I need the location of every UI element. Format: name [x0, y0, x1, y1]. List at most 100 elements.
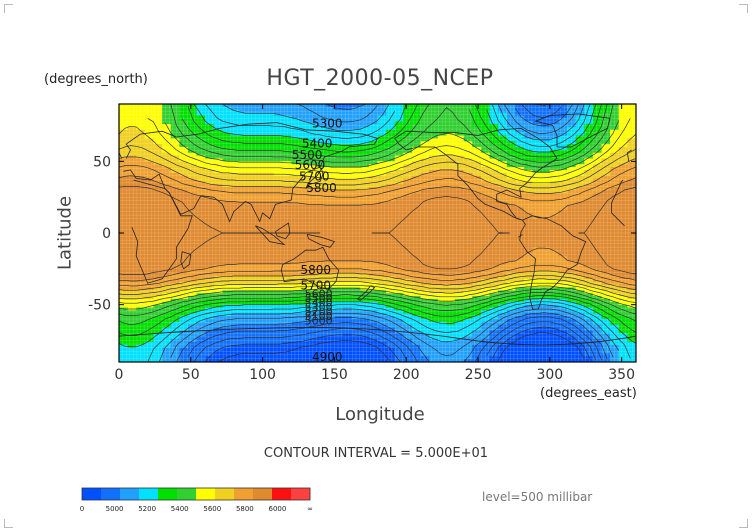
height-cell — [429, 121, 439, 125]
height-cell — [360, 347, 370, 351]
height-cell — [386, 278, 396, 283]
height-cell — [179, 298, 189, 303]
height-cell — [446, 233, 456, 237]
height-cell — [480, 184, 490, 188]
height-cell — [256, 333, 266, 337]
height-cell — [541, 264, 551, 268]
height-cell — [394, 290, 404, 294]
height-cell — [455, 267, 465, 271]
height-cell — [265, 359, 275, 362]
height-cell — [394, 190, 404, 194]
height-cell — [343, 261, 353, 265]
height-cell — [403, 149, 413, 154]
height-cell — [162, 227, 172, 231]
height-cell — [532, 350, 542, 354]
height-cell — [162, 233, 172, 237]
height-cell — [170, 181, 180, 185]
height-cell — [498, 301, 508, 306]
height-cell — [265, 313, 275, 317]
height-cell — [558, 109, 568, 113]
height-cell — [472, 330, 482, 334]
height-cell — [231, 319, 241, 323]
height-cell — [308, 149, 318, 154]
height-cell — [489, 221, 499, 225]
height-cell — [498, 264, 508, 268]
height-cell — [498, 115, 508, 119]
height-cell — [127, 339, 137, 343]
height-cell — [119, 350, 129, 354]
height-cell — [558, 195, 568, 199]
height-cell — [119, 235, 129, 240]
crop-mark-bottom-left — [4, 519, 13, 528]
height-cell — [558, 207, 568, 211]
height-cell — [541, 241, 551, 245]
height-cell — [489, 344, 499, 349]
height-cell — [455, 281, 465, 285]
height-cell — [162, 121, 172, 125]
height-cell — [239, 109, 249, 113]
height-cell — [256, 135, 266, 139]
height-cell — [196, 310, 206, 314]
height-cell — [498, 276, 508, 280]
height-cell — [523, 310, 533, 314]
height-cell — [127, 198, 137, 202]
height-cell — [567, 339, 577, 343]
height-cell — [351, 270, 361, 274]
height-cell — [308, 215, 318, 220]
height-cell — [506, 233, 516, 237]
height-cell — [291, 241, 301, 245]
height-cell — [549, 247, 559, 251]
height-cell — [119, 304, 129, 308]
height-cell — [222, 267, 232, 271]
height-cell — [558, 296, 568, 300]
height-cell — [205, 115, 215, 119]
height-cell — [455, 247, 465, 251]
height-cell — [265, 192, 275, 197]
height-cell — [308, 144, 318, 148]
height-cell — [584, 255, 594, 260]
height-cell — [411, 172, 421, 177]
height-cell — [463, 353, 473, 357]
height-cell — [506, 155, 516, 159]
height-cell — [532, 121, 542, 125]
height-cell — [377, 244, 387, 248]
height-cell — [523, 313, 533, 317]
height-cell — [179, 359, 189, 362]
height-cell — [386, 204, 396, 208]
height-cell — [567, 149, 577, 154]
height-cell — [196, 255, 206, 260]
height-cell — [256, 344, 266, 349]
height-cell — [515, 276, 525, 280]
height-cell — [317, 253, 327, 257]
height-cell — [248, 233, 258, 237]
height-cell — [532, 290, 542, 294]
height-cell — [343, 187, 353, 191]
height-cell — [403, 350, 413, 354]
height-cell — [274, 132, 284, 136]
height-cell — [584, 169, 594, 174]
height-cell — [386, 149, 396, 154]
height-cell — [170, 293, 180, 297]
height-cell — [282, 152, 292, 156]
height-cell — [455, 296, 465, 300]
height-cell — [239, 192, 249, 197]
height-cell — [377, 112, 387, 116]
height-cell — [567, 324, 577, 328]
height-cell — [317, 227, 327, 231]
height-cell — [429, 238, 439, 242]
height-cell — [489, 169, 499, 174]
height-cell — [222, 141, 232, 145]
height-cell — [231, 115, 241, 119]
height-cell — [523, 324, 533, 328]
height-cell — [420, 106, 430, 111]
height-cell — [239, 129, 249, 134]
height-cell — [119, 264, 129, 268]
height-cell — [162, 238, 172, 242]
height-cell — [584, 221, 594, 225]
height-cell — [248, 341, 258, 346]
height-cell — [299, 112, 309, 116]
height-cell — [153, 118, 163, 122]
height-cell — [119, 149, 129, 154]
height-cell — [446, 253, 456, 257]
height-cell — [567, 184, 577, 188]
